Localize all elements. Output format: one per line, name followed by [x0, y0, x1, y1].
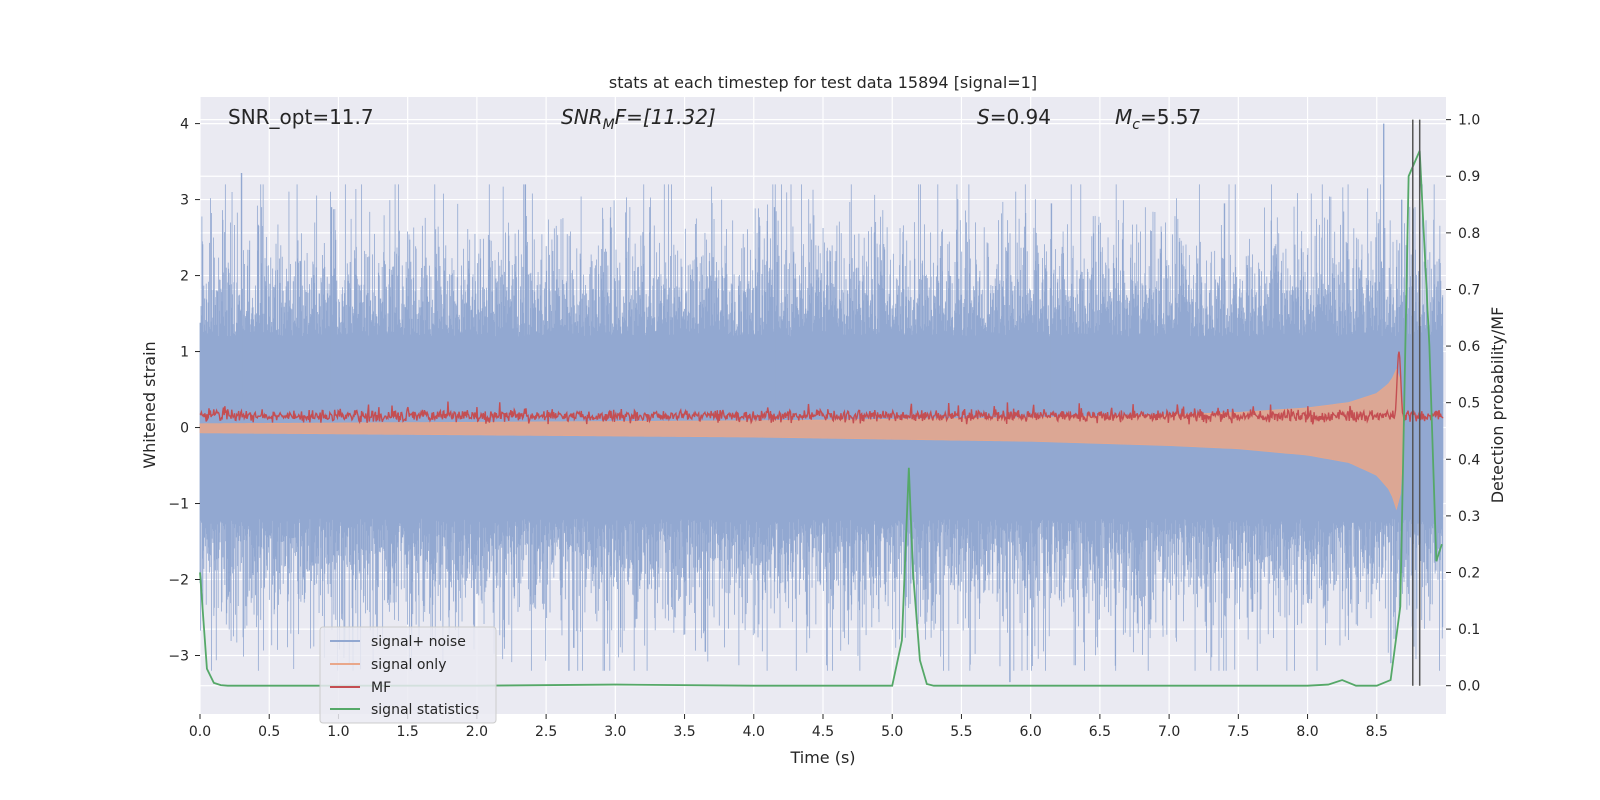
- series-signal-statistics: [199, 150, 1443, 687]
- legend-label-signal-noise: signal+ noise: [371, 634, 466, 650]
- y2-tick-label: 1.0: [1458, 113, 1480, 129]
- x-axis-label: Time (s): [789, 748, 855, 767]
- x-tick-label: 5.0: [881, 724, 903, 740]
- x-tick-label: 1.5: [397, 724, 419, 740]
- ticks-layer: 0.0 0.5 1.0 1.5 2.0 2.5 3.0 3.5 4.0 4.5 5.0 5.5 6.0 6…: [168, 113, 1480, 740]
- y-tick-label: −3: [168, 648, 189, 664]
- y2-axis-label: Detection probability/MF: [1488, 307, 1507, 504]
- y2-tick-label: 0.4: [1458, 452, 1480, 468]
- y-tick-label: 2: [180, 269, 189, 285]
- series-layer: [199, 123, 1444, 687]
- y2-tick-label: 0.2: [1458, 565, 1480, 581]
- x-tick-label: 0.5: [258, 724, 280, 740]
- x-tick-label: 7.0: [1158, 724, 1180, 740]
- y-axis-label: Whitened strain: [140, 341, 159, 468]
- x-tick-label: 1.0: [327, 724, 349, 740]
- snr-opt-annotation: SNR_opt=11.7: [228, 105, 374, 129]
- y2-tick-label: 0.9: [1458, 169, 1480, 185]
- x-tick-label: 7.5: [1227, 724, 1249, 740]
- x-tick-label: 8.0: [1296, 724, 1318, 740]
- x-tick-label: 8.5: [1366, 724, 1388, 740]
- legend-label-signal-statistics: signal statistics: [371, 702, 479, 718]
- legend-box: [319, 626, 497, 724]
- y2-tick-label: 0.7: [1458, 282, 1480, 298]
- x-tick-label: 2.5: [535, 724, 557, 740]
- mc-annotation: Mc=5.57: [1115, 105, 1201, 133]
- series-mf: [199, 351, 1444, 425]
- y-tick-label: 1: [180, 345, 189, 361]
- y-tick-label: 0: [180, 421, 189, 437]
- x-tick-label: 6.5: [1089, 724, 1111, 740]
- legend-label-mf: MF: [371, 680, 391, 696]
- chart-title: stats at each timestep for test data 158…: [609, 73, 1037, 92]
- x-tick-label: 5.5: [950, 724, 972, 740]
- x-tick-label: 0.0: [189, 724, 211, 740]
- x-tick-label: 4.5: [812, 724, 834, 740]
- y2-tick-label: 0.0: [1458, 679, 1480, 695]
- x-tick-label: 6.0: [1020, 724, 1042, 740]
- y-tick-label: −1: [168, 497, 189, 513]
- x-tick-label: 2.0: [466, 724, 488, 740]
- y-tick-label: −2: [168, 573, 189, 589]
- y2-tick-label: 0.8: [1458, 226, 1480, 242]
- y2-tick-label: 0.1: [1458, 622, 1480, 638]
- x-tick-label: 3.5: [673, 724, 695, 740]
- vertical-lines: [1412, 119, 1421, 686]
- y2-tick-label: 0.6: [1458, 339, 1480, 355]
- legend: signal+ noise signal only MF signal stat…: [319, 626, 497, 724]
- legend-label-signal-only: signal only: [371, 657, 446, 673]
- y-tick-label: 4: [180, 117, 189, 133]
- y-tick-label: 3: [180, 193, 189, 209]
- snr-mf-annotation: SNRMF=[11.32]: [561, 105, 716, 133]
- s-annotation: S=0.94: [977, 105, 1051, 129]
- x-tick-label: 3.0: [604, 724, 626, 740]
- y2-tick-label: 0.3: [1458, 509, 1480, 525]
- x-tick-label: 4.0: [743, 724, 765, 740]
- y2-tick-label: 0.5: [1458, 396, 1480, 412]
